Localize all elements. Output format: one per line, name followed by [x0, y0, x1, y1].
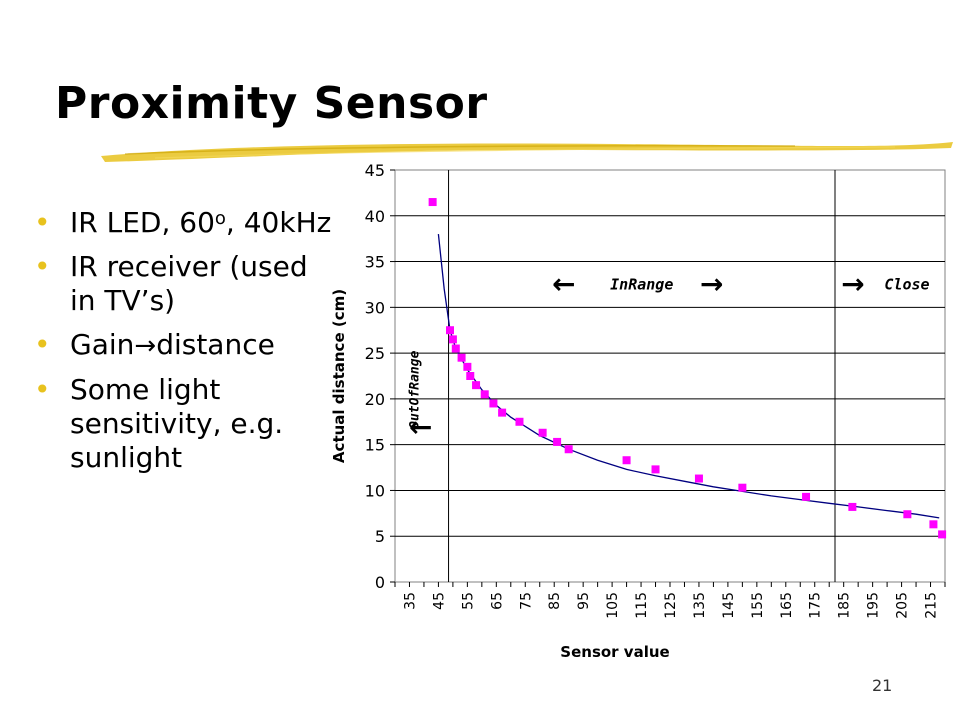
- data-points: [428, 198, 947, 539]
- plot-area: [394, 169, 946, 583]
- title-underline: [101, 142, 953, 162]
- x-tick-label: 135: [692, 592, 708, 619]
- bullet-text-after: , 40kHz: [225, 206, 332, 239]
- page-number: 21: [872, 676, 893, 695]
- data-point: [651, 465, 660, 474]
- x-tick-label: 205: [895, 592, 911, 619]
- data-point: [538, 428, 547, 437]
- bullet-dot: •: [34, 250, 51, 283]
- data-point: [738, 483, 747, 492]
- x-tick-label: 45: [431, 592, 447, 610]
- data-point: [463, 362, 472, 371]
- data-point: [498, 408, 507, 417]
- x-tick-label: 95: [576, 592, 592, 610]
- data-point: [553, 437, 562, 446]
- x-tick-label: 75: [518, 592, 534, 610]
- bullet-dot: •: [34, 206, 51, 239]
- distance-chart: 0 5 10 15 20 25 30 35 40 45 35 45 55 65 75 85 95 105 115 1…: [330, 161, 947, 661]
- y-tick-label: 5: [375, 527, 385, 546]
- right-arrow-icon: →: [700, 267, 723, 300]
- right-arrow-icon: →: [134, 331, 157, 361]
- y-tick-label: 35: [365, 253, 385, 272]
- data-point: [938, 530, 947, 539]
- y-tick-label: 40: [365, 207, 385, 226]
- x-tick-label: 125: [663, 592, 679, 619]
- right-arrow-icon: →: [841, 267, 864, 300]
- y-tick-labels: 0 5 10 15 20 25 30 35 40 45: [365, 161, 385, 592]
- data-point: [848, 502, 857, 511]
- data-point: [929, 520, 938, 529]
- data-point: [694, 474, 703, 483]
- data-point: [451, 344, 460, 353]
- y-tick-label: 25: [365, 344, 385, 363]
- region-label-close: Close: [884, 275, 929, 293]
- x-tick-label: 65: [489, 592, 505, 610]
- gridlines: [390, 169, 946, 587]
- region-label-outofrange: OutOfRange: [408, 350, 423, 428]
- x-tick-label: 115: [634, 592, 650, 619]
- region-labels: OutOfRange←← InRange → → Close: [408, 267, 930, 443]
- bullet-item: • IR LED, 60o, 40kHz: [34, 206, 334, 240]
- data-point: [446, 326, 454, 335]
- data-point: [480, 390, 489, 399]
- left-arrow-icon: ←: [552, 267, 575, 300]
- bullet-text: Some light sensitivity, e.g. sunlight: [70, 373, 284, 474]
- data-point: [472, 381, 481, 390]
- bullet-dot: •: [34, 328, 51, 361]
- x-tick-label: 35: [402, 592, 418, 610]
- data-point: [489, 399, 498, 408]
- y-tick-label: 15: [365, 436, 385, 455]
- data-point: [622, 456, 631, 465]
- bullet-text-after: distance: [156, 328, 275, 361]
- fit-curve: [437, 234, 940, 519]
- x-tick-label: 145: [721, 592, 737, 619]
- x-tick-label: 155: [750, 592, 766, 619]
- y-tick-label: 30: [365, 298, 385, 317]
- x-tick-label: 105: [605, 592, 621, 619]
- bullet-dot: •: [34, 373, 51, 406]
- x-tick-label: 165: [779, 592, 795, 619]
- data-point: [564, 445, 573, 454]
- y-tick-label: 20: [365, 390, 385, 409]
- y-tick-label: 0: [375, 573, 385, 592]
- x-tick-labels: 35 45 55 65 75 85 95 105 115 125 135 145 155 165 175 18…: [402, 592, 939, 619]
- data-point: [428, 198, 437, 207]
- data-point: [457, 353, 466, 362]
- bullet-text: IR receiver (used in TV’s): [70, 250, 308, 317]
- y-tick-label: 45: [365, 161, 385, 180]
- x-tick-label: 195: [866, 592, 882, 619]
- region-boundaries: [448, 170, 836, 582]
- x-tick-label: 185: [837, 592, 853, 619]
- slide-title: Proximity Sensor: [55, 78, 488, 129]
- bullet-item: • Gain→distance: [34, 328, 334, 363]
- x-tick-label: 215: [924, 592, 940, 619]
- x-tick-label: 55: [460, 592, 476, 610]
- bullet-text: IR LED, 60: [70, 206, 215, 239]
- region-label-inrange: InRange: [610, 275, 673, 293]
- bullet-item: • Some light sensitivity, e.g. sunlight: [34, 373, 334, 475]
- bullet-list: • IR LED, 60o, 40kHz • IR receiver (used…: [34, 206, 334, 485]
- data-point: [802, 492, 811, 501]
- left-arrow-icon: ←: [409, 410, 432, 443]
- data-point: [903, 510, 912, 519]
- x-tick-label: 85: [547, 592, 563, 610]
- data-point: [515, 417, 524, 426]
- data-point: [448, 335, 457, 344]
- bullet-item: • IR receiver (used in TV’s): [34, 250, 334, 318]
- data-point: [466, 372, 475, 380]
- y-tick-label: 10: [365, 481, 385, 500]
- x-axis-label: Sensor value: [560, 643, 669, 661]
- y-axis-label: Actual distance (cm): [330, 289, 348, 463]
- x-tick-label: 175: [808, 592, 824, 619]
- degree-symbol: o: [214, 208, 226, 229]
- bullet-text: Gain: [70, 328, 135, 361]
